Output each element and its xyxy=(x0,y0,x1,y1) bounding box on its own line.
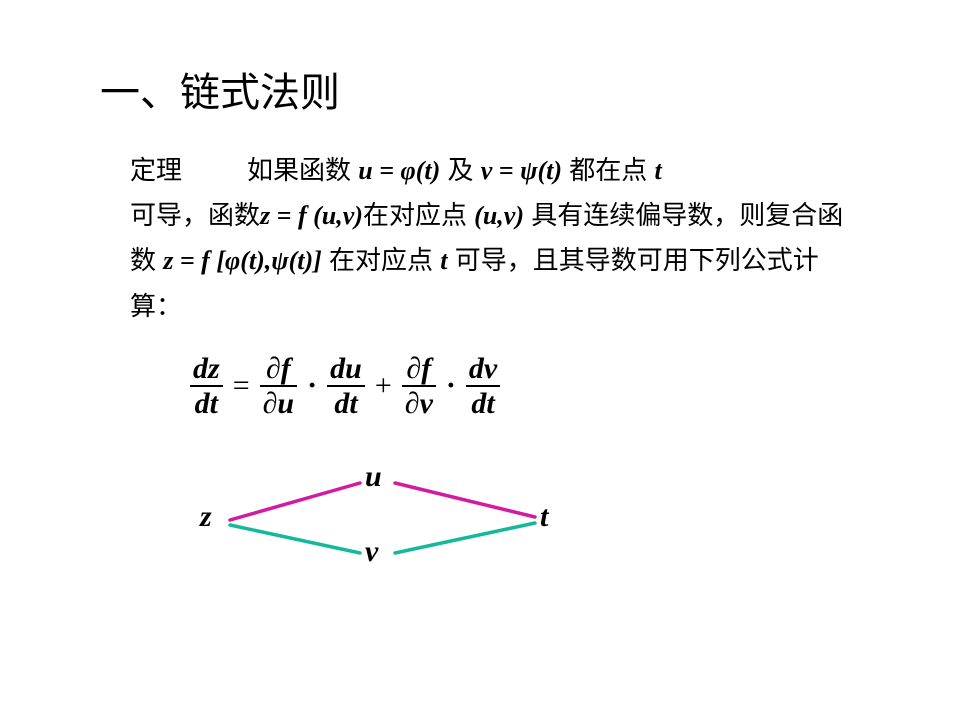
chain-rule-formula: dz dt = ∂f ∂u · du dt + ∂f ∂v · dv dt xyxy=(190,353,860,420)
fraction: dv dt xyxy=(466,353,500,420)
edge-u-t xyxy=(395,483,535,517)
node-u: u xyxy=(365,460,382,494)
node-z: z xyxy=(200,500,212,534)
denominator: ∂u xyxy=(260,388,298,420)
math: v = ψ(t) xyxy=(481,156,562,185)
text: 都在点 xyxy=(562,155,654,185)
fraction: ∂f ∂u xyxy=(260,353,298,420)
cdot: · xyxy=(442,369,460,403)
numerator: ∂f xyxy=(403,353,434,385)
math: t xyxy=(654,156,661,185)
edge-z-v xyxy=(230,525,360,553)
dependency-diagram: z u v t xyxy=(190,455,610,575)
equals: = xyxy=(229,369,254,403)
denominator: dt xyxy=(192,388,221,420)
text: 在对应点 xyxy=(322,245,440,275)
plus: + xyxy=(371,369,396,403)
theorem-body: 定理 如果函数 u = φ(t) 及 v = ψ(t) 都在点 t 可导，函数z… xyxy=(130,148,860,328)
edge-z-u xyxy=(230,483,360,520)
numerator: ∂f xyxy=(263,353,294,385)
cdot: · xyxy=(303,369,321,403)
math: t xyxy=(440,246,447,275)
section-title: 一、链式法则 xyxy=(100,60,860,118)
denominator: dt xyxy=(331,388,360,420)
slide: 一、链式法则 定理 如果函数 u = φ(t) 及 v = ψ(t) 都在点 t… xyxy=(0,0,960,615)
numerator: dz xyxy=(190,353,223,385)
text: 及 xyxy=(440,155,480,185)
edge-v-t xyxy=(395,523,535,553)
theorem-label: 定理 xyxy=(130,155,182,185)
numerator: dv xyxy=(466,353,500,385)
fraction: dz dt xyxy=(190,353,223,420)
denominator: dt xyxy=(468,388,497,420)
math: u = φ(t) xyxy=(358,156,440,185)
fraction: ∂f ∂v xyxy=(402,353,436,420)
text: 在对应点 xyxy=(363,200,474,230)
numerator: du xyxy=(327,353,365,385)
math: (u,v) xyxy=(474,201,524,230)
fraction: du dt xyxy=(327,353,365,420)
math: z = f [φ(t),ψ(t)] xyxy=(163,246,322,275)
node-v: v xyxy=(365,535,378,569)
math: z = f (u,v) xyxy=(260,201,363,230)
text: 如果函数 xyxy=(247,155,358,185)
denominator: ∂v xyxy=(402,388,436,420)
text: 可导，函数 xyxy=(130,200,260,230)
node-t: t xyxy=(540,500,548,534)
